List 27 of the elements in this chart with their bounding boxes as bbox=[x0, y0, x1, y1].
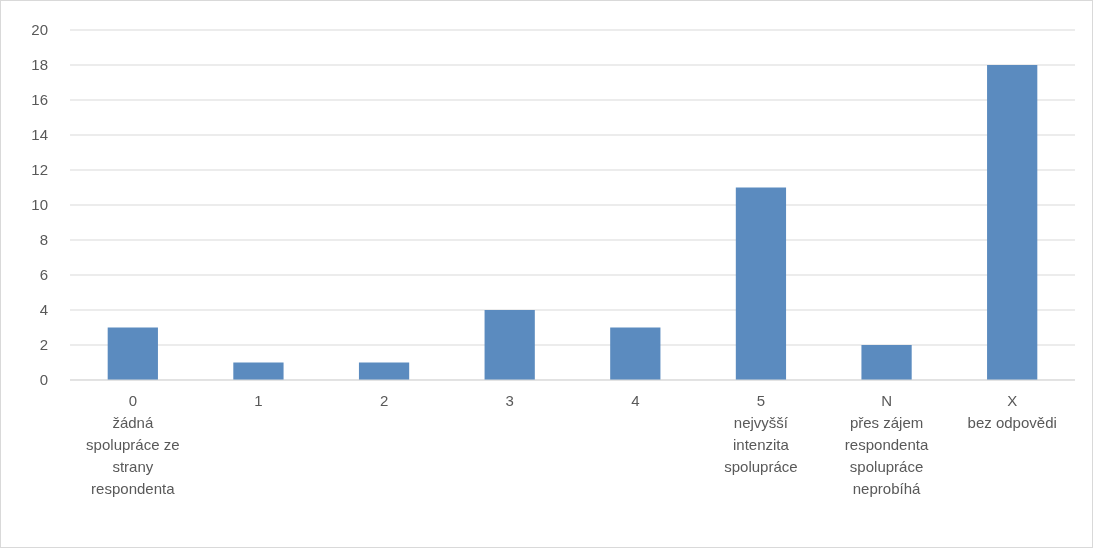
x-tick-label: 5 nejvyšší intenzita spolupráce bbox=[724, 392, 798, 475]
x-tick-label: X bez odpovědi bbox=[967, 392, 1057, 431]
bar bbox=[735, 187, 787, 380]
y-tick-label: 4 bbox=[39, 301, 48, 319]
y-tick-label: 6 bbox=[39, 266, 48, 284]
y-tick-label: 16 bbox=[31, 91, 48, 109]
y-tick-label: 14 bbox=[31, 126, 48, 144]
y-tick-label: 0 bbox=[39, 371, 48, 389]
y-tick-label: 18 bbox=[31, 56, 48, 74]
bar bbox=[861, 345, 912, 380]
bar bbox=[358, 362, 410, 380]
y-tick-label: 10 bbox=[31, 196, 48, 214]
bar bbox=[233, 362, 284, 380]
x-tick-label: 3 bbox=[505, 392, 514, 409]
bar bbox=[484, 310, 535, 380]
x-tick-label: 0 žádná spolupráce ze strany respondenta bbox=[86, 392, 180, 497]
y-tick-label: 12 bbox=[31, 161, 48, 179]
x-tick-label: 1 bbox=[254, 392, 263, 409]
y-tick-label: 2 bbox=[39, 336, 48, 354]
x-tick-label: 2 bbox=[379, 392, 389, 409]
x-tick-label: N přes zájem respondenta spolupráce neprobíhá bbox=[844, 392, 929, 497]
bar bbox=[610, 327, 661, 380]
y-tick-label: 20 bbox=[31, 21, 48, 39]
x-tick-label: 4 bbox=[631, 392, 640, 409]
bar bbox=[107, 327, 158, 380]
y-tick-label: 8 bbox=[39, 231, 48, 249]
bar bbox=[987, 65, 1038, 380]
